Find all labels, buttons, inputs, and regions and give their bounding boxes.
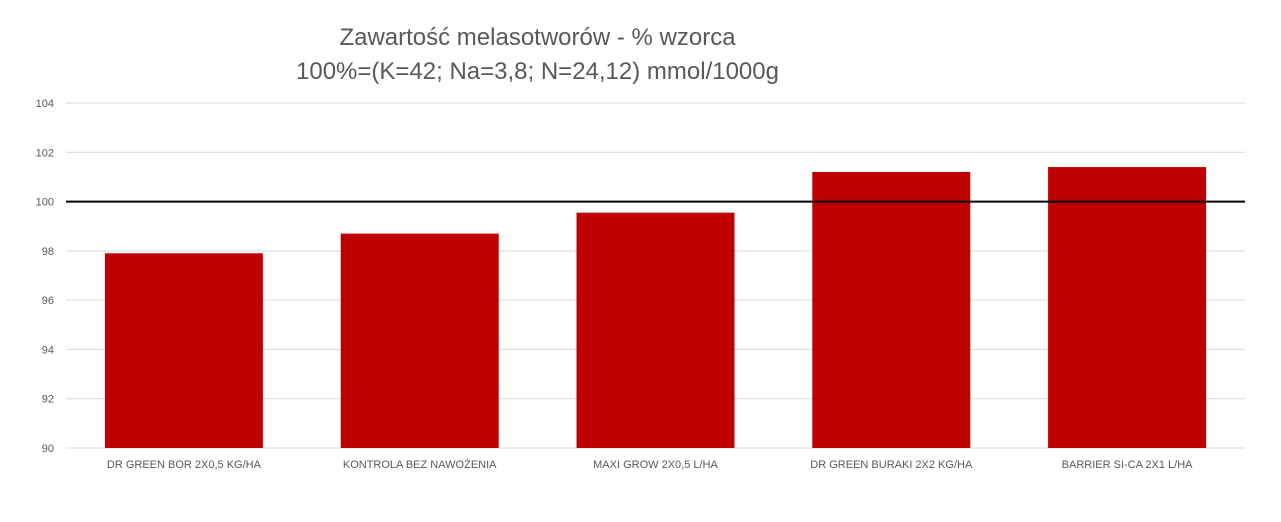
y-tick-label: 96 [42, 295, 54, 307]
chart-title: Zawartość melasotworów - % wzorca [339, 24, 736, 51]
x-category-label: KONTROLA BEZ NAWOŻENIA [343, 458, 497, 471]
x-category-label: DR GREEN BOR 2X0,5 KG/HA [107, 459, 262, 471]
bar [104, 253, 263, 448]
x-axis-category-labels: DR GREEN BOR 2X0,5 KG/HA KONTROLA BEZ NAW… [107, 458, 1193, 471]
y-tick-label: 104 [36, 98, 54, 110]
y-axis-tick-labels: 90 92 94 96 98 100 102 104 [36, 98, 54, 455]
bar [1048, 167, 1207, 449]
y-tick-label: 92 [42, 394, 54, 406]
y-tick-label: 90 [42, 443, 54, 455]
bar [812, 172, 971, 448]
x-category-label: DR GREEN BURAKI 2X2 KG/HA [810, 459, 973, 471]
y-tick-label: 100 [36, 197, 54, 209]
bars [104, 167, 1207, 449]
x-category-label: MAXI GROW 2X0,5 L/HA [593, 459, 718, 471]
y-tick-label: 94 [42, 344, 54, 356]
y-tick-label: 98 [42, 246, 54, 258]
x-category-label: BARRIER SI-CA 2X1 L/HA [1062, 459, 1193, 471]
bar [340, 233, 499, 448]
y-tick-label: 102 [36, 147, 54, 159]
bar [576, 212, 735, 448]
chart-subtitle: 100%=(K=42; Na=3,8; N=24,12) mmol/1000g [296, 58, 779, 85]
